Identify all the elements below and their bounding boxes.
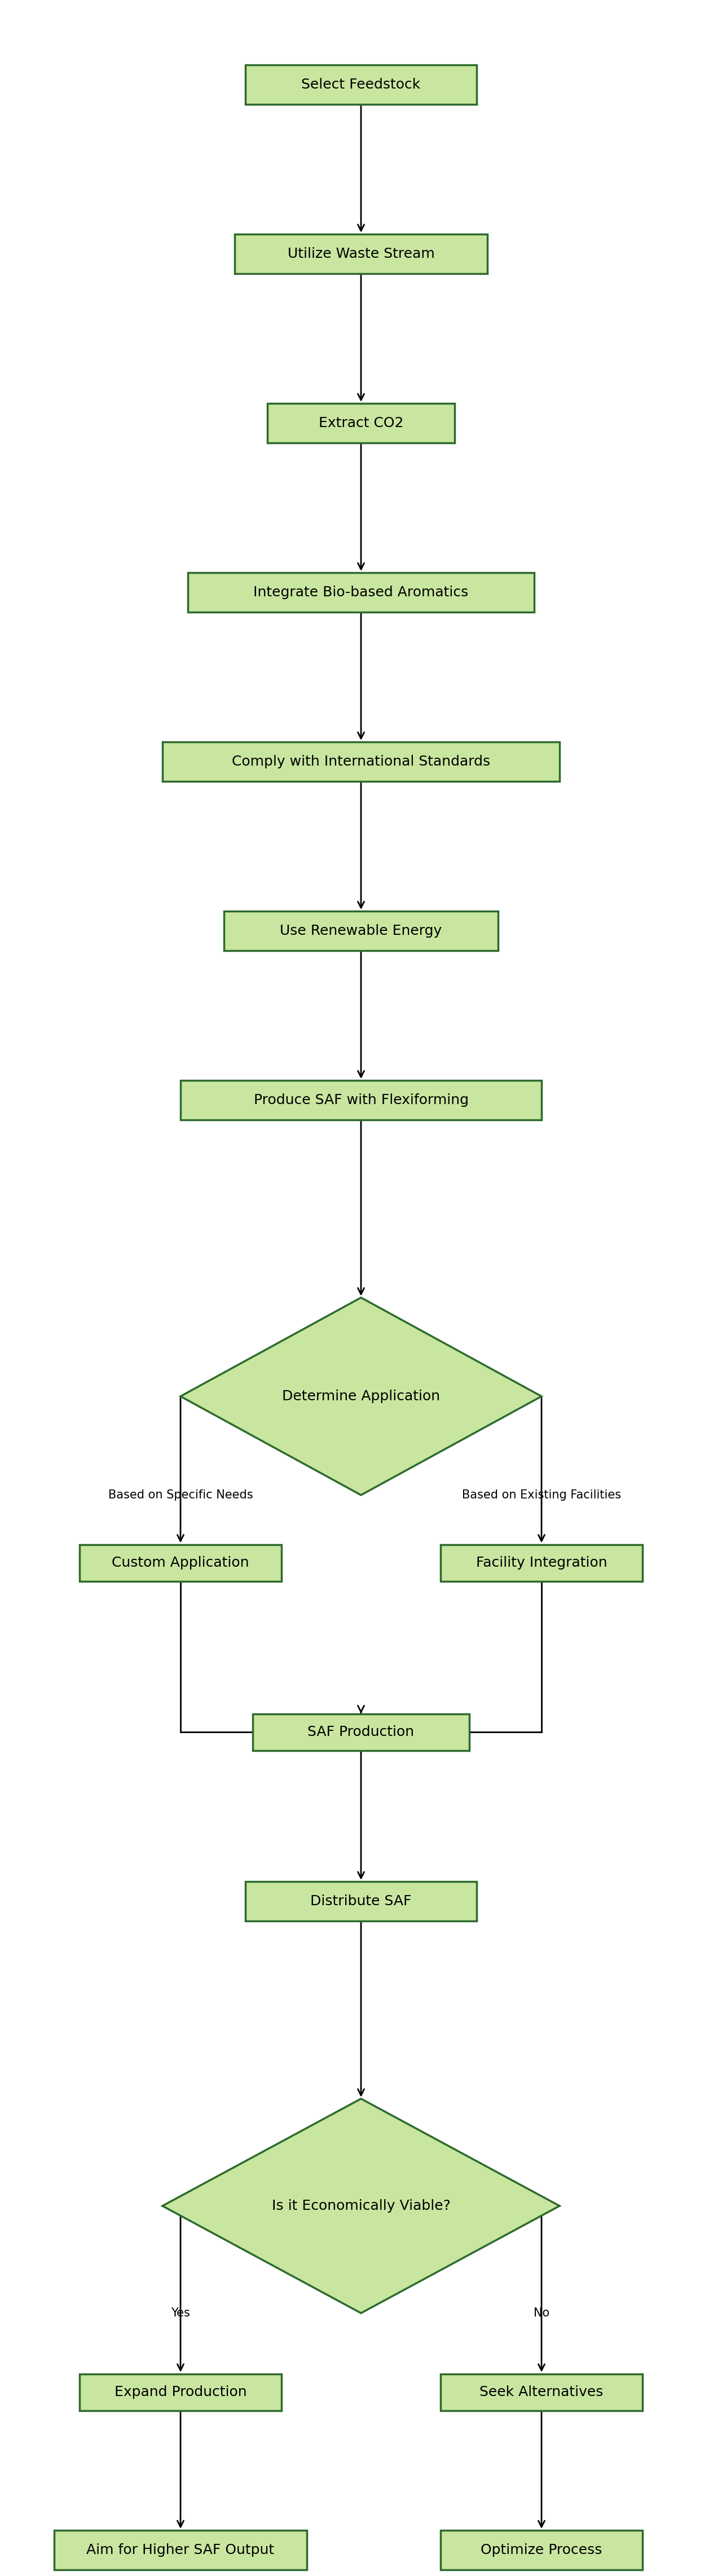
Text: Based on Existing Facilities: Based on Existing Facilities [462,1489,621,1502]
Bar [440,2372,643,2411]
Text: Select Feedstock: Select Feedstock [301,77,421,90]
Text: No: No [534,2308,549,2318]
Bar [235,234,487,273]
Text: Yes: Yes [171,2308,190,2318]
Text: SAF Production: SAF Production [308,1726,414,1739]
Bar [267,404,455,443]
Text: Determine Application: Determine Application [282,1388,440,1404]
Bar [188,572,534,613]
Polygon shape [162,2099,560,2313]
Text: Aim for Higher SAF Output: Aim for Higher SAF Output [87,2543,274,2558]
Text: Use Renewable Energy: Use Renewable Energy [280,925,442,938]
Bar [79,1546,282,1582]
Bar [440,1546,643,1582]
Bar [245,64,477,106]
Bar [162,742,560,781]
Text: Expand Production: Expand Production [114,2385,247,2398]
Text: Facility Integration: Facility Integration [476,1556,607,1569]
Text: Optimize Process: Optimize Process [481,2543,602,2558]
Text: Is it Economically Viable?: Is it Economically Viable? [271,2200,451,2213]
Text: Integrate Bio-based Aromatics: Integrate Bio-based Aromatics [253,585,469,600]
Bar [79,2372,282,2411]
Text: Produce SAF with Flexiforming: Produce SAF with Flexiforming [253,1092,469,1108]
Text: Distribute SAF: Distribute SAF [310,1893,412,1909]
Text: Extract CO2: Extract CO2 [318,417,404,430]
Bar [54,2530,307,2571]
Bar [253,1713,469,1749]
Bar [180,1079,542,1121]
Polygon shape [180,1298,542,1494]
Text: Custom Application: Custom Application [112,1556,249,1569]
Bar [245,1880,477,1922]
Text: Based on Specific Needs: Based on Specific Needs [108,1489,253,1502]
Text: Seek Alternatives: Seek Alternatives [479,2385,604,2398]
Text: Comply with International Standards: Comply with International Standards [232,755,490,768]
Bar [440,2530,643,2571]
Bar [224,912,498,951]
Text: Utilize Waste Stream: Utilize Waste Stream [287,247,435,260]
